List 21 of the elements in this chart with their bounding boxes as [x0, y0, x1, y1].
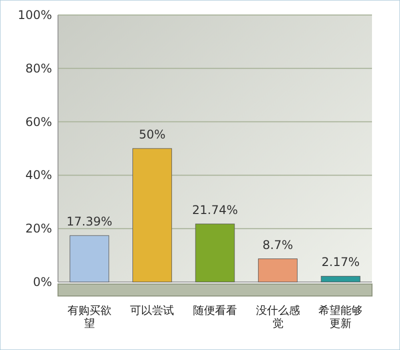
bar [132, 148, 172, 282]
y-tick-label: 60% [25, 114, 52, 129]
data-label: 2.17% [322, 255, 360, 270]
bar [70, 235, 110, 282]
x-tick-label: 希望能够更新 [318, 304, 363, 330]
y-tick-label: 0% [32, 275, 52, 289]
x-tick-label: 没什么感觉 [256, 304, 300, 330]
x-tick-label: 有购买欲望 [67, 304, 112, 330]
x-tick-label: 可以尝试 [130, 304, 174, 317]
bar [320, 276, 360, 282]
y-tick-label: 80% [25, 61, 52, 76]
data-label: 21.74% [192, 202, 238, 217]
data-label: 17.39% [66, 214, 112, 229]
bar [195, 224, 235, 282]
y-tick-label: 40% [25, 168, 52, 182]
bar [258, 258, 298, 282]
x-tick-label: 随便看看 [193, 304, 237, 317]
data-label: 8.7% [262, 238, 294, 252]
y-tick-label: 100% [18, 8, 52, 22]
y-tick-label: 20% [25, 222, 52, 236]
data-label: 50% [138, 128, 166, 142]
